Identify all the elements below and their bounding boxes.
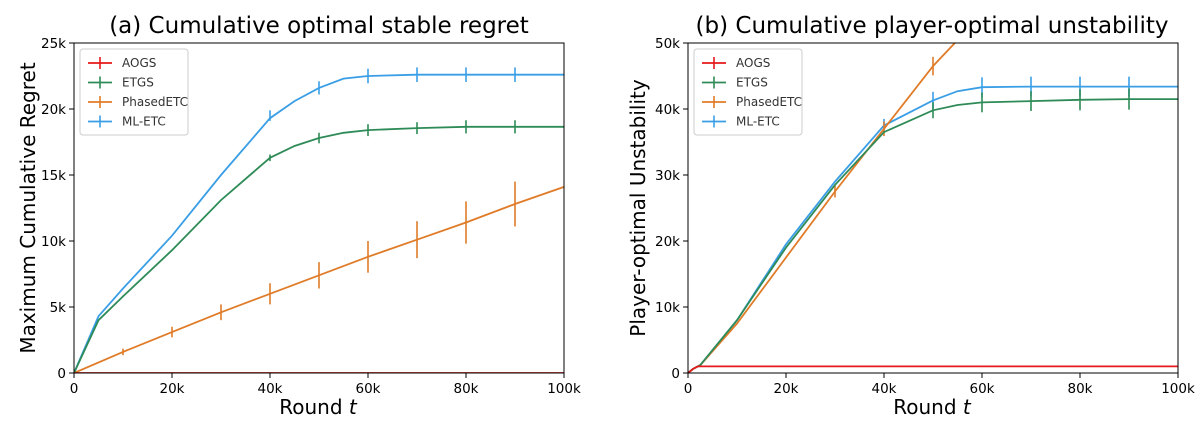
x-axis-label-var: t (349, 395, 358, 419)
legend-entry: ETGS (736, 76, 768, 90)
x-tick-label: 80k (1068, 381, 1093, 397)
y-tick-label: 0 (671, 366, 680, 382)
x-tick-label: 40k (258, 381, 283, 397)
x-tick-label: 20k (160, 381, 185, 397)
series-line-ml-etc (74, 73, 564, 373)
y-tick-label: 15k (41, 168, 66, 184)
plot-frame (687, 42, 1179, 374)
y-tick-label: 5k (50, 300, 67, 316)
y-tick-label: 0 (57, 366, 66, 382)
x-tick-label: 100k (547, 381, 581, 397)
x-axis-label: Round t (279, 395, 358, 419)
legend-entry: AOGS (736, 56, 770, 70)
x-tick-label: 60k (970, 381, 995, 397)
chart-title: (a) Cumulative optimal stable regret (109, 13, 529, 39)
series-line-etgs (688, 98, 1178, 373)
x-axis-label-text: Round (279, 395, 349, 419)
y-axis-label: Player-optimal Unstability (626, 79, 650, 337)
legend-entry: AOGS (122, 56, 156, 70)
legend-entry: ML-ETC (736, 115, 780, 129)
y-tick-label: 10k (655, 300, 680, 316)
x-tick-label: 60k (356, 381, 381, 397)
panel-b: (b) Cumulative player-optimal unstabilit… (626, 13, 1195, 419)
x-axis-label-var: t (963, 395, 972, 419)
y-tick-label: 25k (41, 36, 66, 52)
x-tick-label: 40k (872, 381, 897, 397)
x-tick-label: 20k (774, 381, 799, 397)
x-tick-label: 80k (454, 381, 479, 397)
y-tick-label: 50k (655, 36, 680, 52)
ticks: 0 20k 40k 60k 80k 100k 0 10k 20k 30k 40k 50k (655, 36, 1195, 397)
ticks: 0 20k 40k 60k 80k 100k 0 5k 10k 15k 20k 25k (41, 36, 581, 397)
y-tick-label: 20k (655, 234, 680, 250)
x-tick-label: 0 (684, 381, 693, 397)
plot-area (74, 67, 564, 373)
plot-frame (73, 42, 565, 374)
x-tick-label: 100k (1161, 381, 1195, 397)
legend-box (79, 48, 189, 136)
x-tick-label: 0 (70, 381, 79, 397)
y-tick-label: 10k (41, 234, 66, 250)
y-tick-label: 40k (655, 102, 680, 118)
legend: AOGS ETGS PhasedETC ML-ETC (693, 48, 803, 136)
panel-a: (a) Cumulative optimal stable regret Max… (16, 13, 581, 419)
plot-area (688, 43, 1178, 373)
legend-entry: PhasedETC (736, 95, 802, 109)
legend-entry: ETGS (122, 76, 154, 90)
series-line-aogs (688, 365, 1178, 373)
y-axis-label: Maximum Cumulative Regret (16, 62, 40, 353)
legend: AOGS ETGS PhasedETC ML-ETC (79, 48, 189, 136)
x-axis-label: Round t (893, 395, 972, 419)
series-line-etgs (74, 125, 564, 373)
legend-entry: ML-ETC (122, 115, 166, 129)
legend-entry: PhasedETC (122, 95, 188, 109)
legend-box (693, 48, 803, 136)
chart-title: (b) Cumulative player-optimal unstabilit… (696, 13, 1169, 39)
y-tick-label: 20k (41, 102, 66, 118)
x-axis-label-text: Round (893, 395, 963, 419)
y-tick-label: 30k (655, 168, 680, 184)
